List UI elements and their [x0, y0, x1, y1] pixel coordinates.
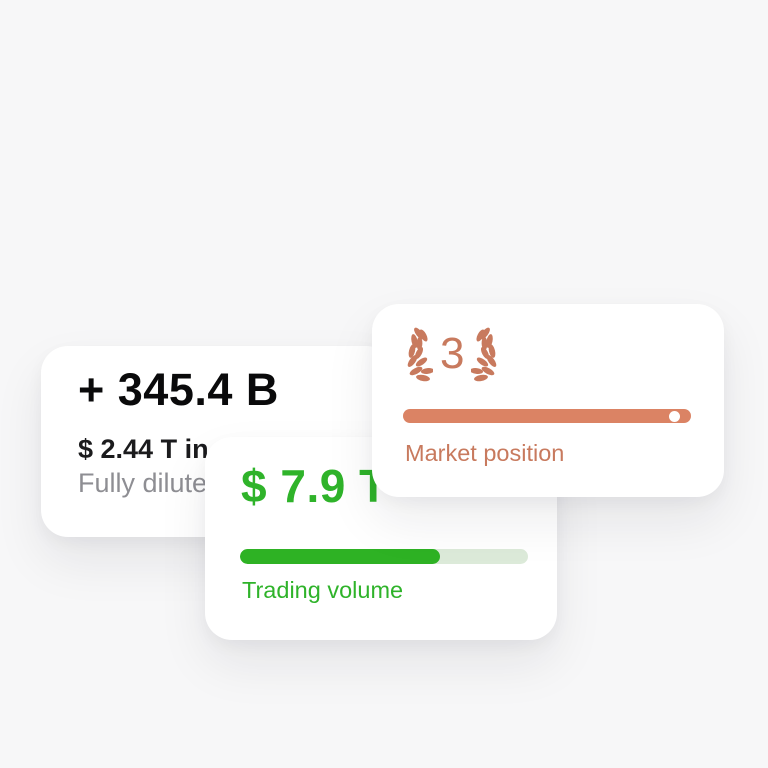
- laurel-right-icon: [471, 327, 497, 382]
- trading-volume-progress-fill: [240, 549, 441, 564]
- trading-volume-label: Trading volume: [242, 577, 404, 603]
- market-rank-value: 3: [440, 329, 465, 378]
- market-position-slider-knob[interactable]: [668, 410, 680, 422]
- market-position-slider: [403, 409, 691, 423]
- market-position-label: Market position: [405, 440, 565, 466]
- assets-subline: $ 2.44 T in t: [78, 434, 226, 464]
- market-position-card: 3 Market posit: [372, 304, 724, 497]
- rank-row: 3: [403, 326, 501, 386]
- trading-volume-progressbar: [240, 549, 528, 564]
- laurel-left-icon: [407, 327, 433, 382]
- trading-volume-value: $ 7.9 T: [241, 460, 388, 512]
- assets-headline: + 345.4 B: [78, 364, 279, 415]
- assets-muted-line: Fully dilute: [78, 468, 208, 498]
- market-position-slider-fill: [403, 409, 691, 423]
